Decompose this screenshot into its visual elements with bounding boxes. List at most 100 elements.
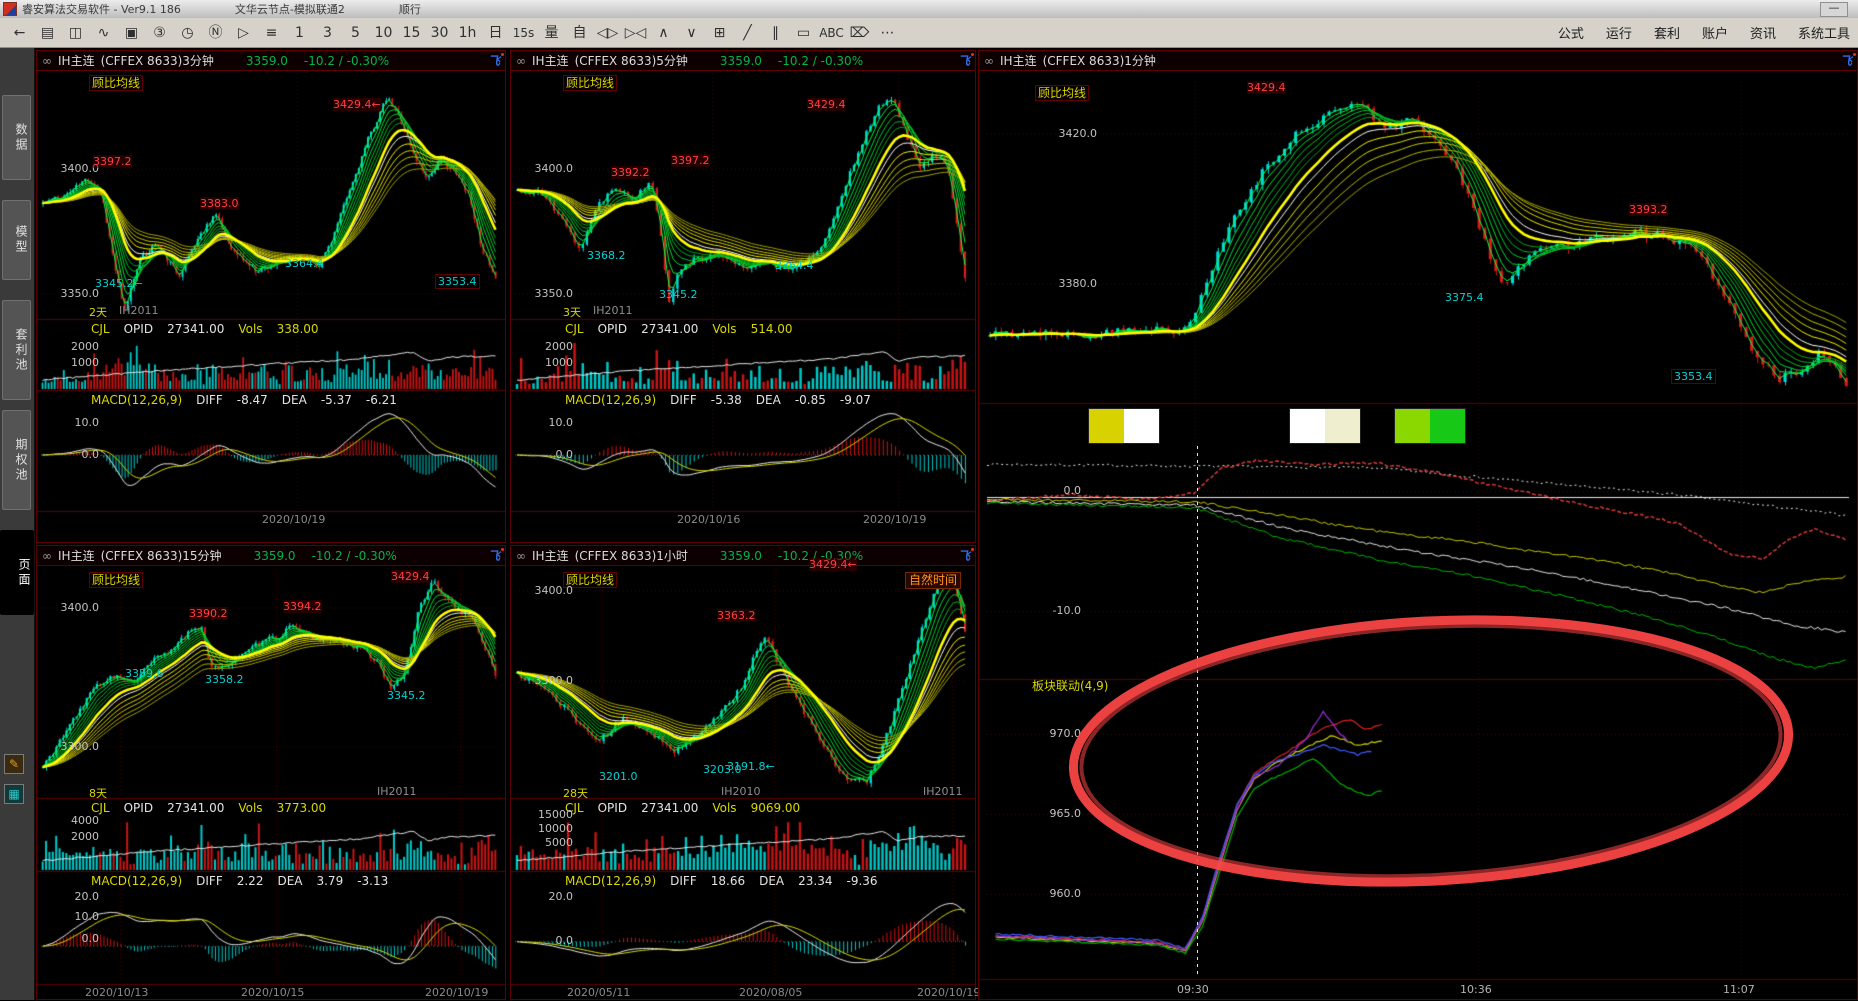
mirror-icon[interactable]: ▷◁	[624, 24, 647, 41]
chart-canvas-pr[interactable]	[979, 51, 1857, 999]
n-contract-icon[interactable]: Ⓝ	[208, 24, 223, 41]
back-icon[interactable]: ←	[13, 24, 26, 41]
overlay-indicator-label: 顾比均线	[563, 572, 618, 588]
period-15-button[interactable]: 15	[402, 24, 421, 41]
period-10-button[interactable]: 10	[374, 24, 393, 41]
trendline-icon[interactable]: ╱	[743, 24, 752, 41]
more-icon[interactable]: ⋯	[880, 24, 895, 41]
layout-grid-icon[interactable]: ▤	[40, 24, 55, 41]
period-day-button[interactable]: 日	[488, 24, 503, 41]
price-axis-label: 3380.0	[1058, 277, 1098, 290]
overlay-chart-icon[interactable]: ▣	[124, 24, 139, 41]
play-icon[interactable]: ▷	[238, 24, 249, 41]
menu-item-4[interactable]: 资讯	[1749, 27, 1776, 42]
candle-chart-icon[interactable]: ◫	[68, 24, 83, 41]
panel-spec: (CFFEX 8633)1分钟	[1042, 54, 1156, 68]
macd-v1: 18.66	[710, 874, 746, 888]
price-marker-label: 3359.6	[125, 667, 164, 680]
panel-change: -10.2 / -0.30%	[311, 548, 397, 563]
chart-canvas-p1[interactable]	[37, 51, 505, 542]
clock-icon[interactable]: ◷	[181, 24, 194, 41]
menu-item-3[interactable]: 账户	[1701, 27, 1728, 42]
price-axis-label: 3400.0	[60, 601, 100, 614]
report-icon[interactable]: ≡	[265, 24, 278, 41]
cjl-name: CJL	[91, 801, 110, 815]
date-axis-label: 2020/10/13	[85, 986, 149, 999]
period-1h-button[interactable]: 1h	[458, 24, 477, 41]
wenhua-logo-icon[interactable]: 飞	[957, 548, 975, 563]
overlay-indicator-label: 顾比均线	[89, 75, 144, 91]
panel-spec: (CFFEX 8633)1小时	[574, 549, 688, 563]
menu-item-5[interactable]: 系统工具	[1797, 27, 1850, 42]
volume-axis-label: 4000	[71, 814, 99, 827]
chart-panel-p4: ∞ IH主连 (CFFEX 8633)15分钟 3359.0 -10.2 / -0.30…	[36, 545, 506, 1000]
toolbar-items: ← ▤ ◫ ∿ ▣ ③ ◷ Ⓝ ▷ ≡ 1 3 5 10 15 30 1h 日 15s 量自 ◁▷ ▷◁ ∧ ∨ ⊞ ╱ ∥ ▭ ABC…	[6, 20, 901, 46]
expand-down-icon[interactable]: ∨	[686, 24, 697, 41]
cjl-v1: 27341.00	[641, 322, 699, 336]
parallel-lines-icon[interactable]: ∥	[772, 24, 779, 41]
contract-tag: IH2011	[377, 785, 417, 798]
price-marker-label: 3375.4	[1445, 291, 1484, 304]
legend-swatch-0	[1088, 408, 1160, 444]
macd-f2: DEA	[277, 874, 303, 888]
cjl-indicator-row: CJL OPID 27341.00 Vols 514.00	[565, 322, 793, 336]
price-marker-label: 3203.0	[703, 763, 742, 776]
period-5-button[interactable]: 5	[351, 24, 360, 41]
price-marker-label: 3392.2	[611, 166, 650, 179]
multi-grid-icon[interactable]: ⊞	[713, 24, 726, 41]
price-axis-label: 3400.0	[534, 162, 574, 175]
wenhua-logo-icon[interactable]: 飞	[1839, 53, 1857, 68]
grid-tool-icon[interactable]: ▦	[4, 784, 24, 804]
contract-tag: IH2011	[923, 785, 963, 798]
auto-button[interactable]: 自	[572, 24, 587, 41]
period-15s-button[interactable]: 15s	[512, 25, 535, 40]
link-icon: ∞	[516, 53, 526, 68]
cjl-f2: Vols	[712, 801, 737, 815]
minimize-button[interactable]: —	[1820, 2, 1848, 17]
macd-axis-label: 10.0	[74, 416, 100, 429]
panel-header-pr[interactable]: ∞ IH主连 (CFFEX 8633)1分钟 飞	[979, 51, 1857, 71]
flip-horizontal-icon[interactable]: ◁▷	[596, 24, 619, 41]
indicator2-axis-label: 970.0	[1049, 727, 1082, 740]
crosshair-cursor-line[interactable]	[1197, 446, 1198, 976]
volume-button[interactable]: 量	[544, 24, 559, 41]
wenhua-logo-icon[interactable]: 飞	[487, 53, 505, 68]
menu-item-2[interactable]: 套利	[1653, 27, 1680, 42]
cycle-3-icon[interactable]: ③	[153, 24, 166, 41]
menu-item-0[interactable]: 公式	[1557, 27, 1584, 42]
period-1-button[interactable]: 1	[295, 24, 304, 41]
wenhua-logo-icon[interactable]: 飞	[957, 53, 975, 68]
text-tool-icon[interactable]: ABC	[819, 25, 844, 40]
wenhua-logo-icon[interactable]: 飞	[487, 548, 505, 563]
panel-header-p4[interactable]: ∞ IH主连 (CFFEX 8633)15分钟 3359.0 -10.2 / -0.30…	[37, 546, 505, 566]
panel-title: IH主连	[58, 54, 95, 68]
period-30-button[interactable]: 30	[430, 24, 449, 41]
price-marker-label: 3345.2←	[95, 277, 143, 290]
sidebar-tab-0[interactable]: 数据	[2, 95, 31, 180]
time-axis-label: 09:30	[1177, 983, 1209, 996]
sidebar-tab-1[interactable]: 模型	[2, 200, 31, 280]
period-3-button[interactable]: 3	[323, 24, 332, 41]
sidebar-tab-4[interactable]: 页面	[0, 530, 34, 615]
panel-header-p1[interactable]: ∞ IH主连 (CFFEX 8633)3分钟 3359.0 -10.2 / -0.30%…	[37, 51, 505, 71]
price-axis-label: 3300.0	[60, 740, 100, 753]
volume-axis-label: 10000	[538, 822, 573, 835]
chart-canvas-p2[interactable]	[511, 51, 975, 542]
sidebar-tab-2[interactable]: 套利池	[2, 300, 31, 400]
menu-item-1[interactable]: 运行	[1605, 27, 1632, 42]
rectangle-icon[interactable]: ▭	[796, 24, 811, 41]
expand-up-icon[interactable]: ∧	[658, 24, 669, 41]
natural-time-badge[interactable]: 自然时间	[905, 572, 962, 589]
chart-canvas-p4[interactable]	[37, 546, 505, 999]
price-marker-label: 3429.4	[391, 570, 430, 583]
cjl-indicator-row: CJL OPID 27341.00 Vols 338.00	[91, 322, 319, 336]
sidebar-tab-3[interactable]: 期权池	[2, 410, 31, 510]
panel-change: -10.2 / -0.30%	[303, 53, 390, 68]
eraser-icon[interactable]: ⌦	[849, 24, 870, 41]
chart-panel-p2: ∞ IH主连 (CFFEX 8633)5分钟 3359.0 -10.2 / -0.30%…	[510, 50, 976, 543]
panel-header-p5[interactable]: ∞ IH主连 (CFFEX 8633)1小时 3359.0 -10.2 / -0.30%…	[511, 546, 975, 566]
cjl-f1: OPID	[597, 801, 628, 815]
line-chart-icon[interactable]: ∿	[97, 24, 110, 41]
annotate-tool-icon[interactable]: ✎	[4, 754, 24, 774]
panel-header-p2[interactable]: ∞ IH主连 (CFFEX 8633)5分钟 3359.0 -10.2 / -0.30%…	[511, 51, 975, 71]
